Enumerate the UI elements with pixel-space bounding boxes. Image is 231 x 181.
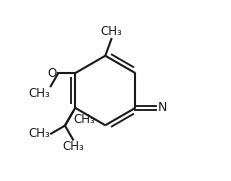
- Text: N: N: [157, 101, 166, 114]
- Text: CH₃: CH₃: [100, 25, 122, 38]
- Text: CH₃: CH₃: [62, 140, 83, 153]
- Text: CH₃: CH₃: [73, 113, 95, 126]
- Text: CH₃: CH₃: [28, 87, 50, 100]
- Text: CH₃: CH₃: [28, 127, 50, 140]
- Text: O: O: [47, 67, 57, 80]
